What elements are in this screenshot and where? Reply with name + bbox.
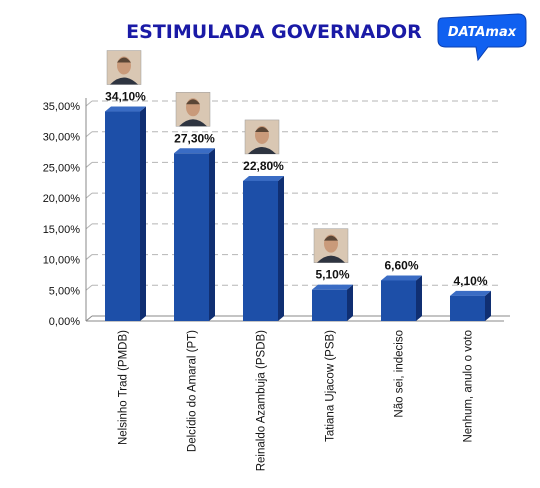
bar-side (416, 275, 422, 321)
bar-side (140, 106, 146, 322)
data-label: 5,10% (315, 268, 349, 282)
y-tick-label: 20,00% (43, 193, 81, 205)
photo-hair (324, 235, 338, 241)
photo-shoulders (248, 146, 276, 154)
data-label: 34,10% (105, 90, 146, 104)
data-label: 22,80% (243, 159, 284, 173)
candidate-photo (313, 228, 349, 263)
bar-top (312, 284, 353, 290)
bar-side (485, 290, 491, 321)
y-tick-label: 0,00% (49, 316, 80, 328)
photo-hair (255, 126, 269, 132)
bar-top (243, 175, 284, 181)
y-tick-label: 35,00% (43, 101, 81, 113)
bar (450, 295, 485, 321)
grid-line-wall (85, 162, 93, 168)
category-label: Nenhum, anulo o voto (463, 330, 475, 443)
bar-side (278, 175, 284, 321)
bar-top (381, 275, 422, 281)
photo-shoulders (110, 77, 138, 85)
bar-top (174, 148, 215, 154)
bar (381, 280, 416, 321)
data-label: 27,30% (174, 131, 215, 145)
bar (174, 153, 209, 321)
candidate-photo (106, 50, 142, 85)
bar-side (209, 148, 215, 321)
datamax-logo-text: DATAmax (448, 25, 517, 40)
category-label: Delcídio do Amaral (PT) (187, 330, 199, 452)
bar (312, 289, 347, 321)
photo-shoulders (317, 255, 345, 263)
photo-shoulders (179, 119, 207, 127)
bar (105, 111, 140, 322)
bar-side (347, 284, 353, 321)
category-label: Não sei, indeciso (394, 330, 406, 418)
candidate-photo (244, 119, 280, 155)
axes: 0,00% 5,00% 10,00% 15,00% 20,00% 25,00% 30,00%… (43, 98, 510, 328)
bar (243, 180, 278, 321)
bars (105, 106, 491, 322)
y-tick-label: 15,00% (43, 224, 81, 236)
category-label: Nelsinho Trad (PMDB) (118, 330, 130, 445)
data-label: 4,10% (453, 274, 487, 288)
grid-line-wall (85, 223, 93, 230)
y-tick-label: 25,00% (43, 162, 81, 174)
grid-line-wall (85, 192, 93, 199)
y-tick-label: 5,00% (49, 285, 80, 297)
grid-line-wall (85, 100, 93, 107)
y-tick-label: 30,00% (43, 132, 81, 144)
grid-line-wall (85, 131, 93, 138)
axis-corner (85, 315, 93, 322)
grid-line-wall (85, 284, 93, 291)
datamax-logo: DATAmax (437, 13, 527, 62)
category-label: Tatiana Ujacow (PSB) (325, 330, 337, 442)
bar-top (105, 106, 146, 112)
candidate-photo (175, 92, 211, 127)
bar-top (450, 290, 491, 296)
y-tick-label: 10,00% (43, 255, 81, 267)
photo-hair (117, 57, 131, 63)
grid-lines (85, 100, 500, 291)
data-labels: 34,10% 27,30% 22,80% 5,10% 6,60% 4,10% (105, 90, 488, 288)
category-label: Reinaldo Azambuja (PSDB) (256, 330, 268, 471)
data-label: 6,60% (384, 258, 418, 272)
datamax-logo-bubble (437, 13, 527, 62)
grid-line-wall (85, 254, 93, 260)
chart-title: ESTIMULADA GOVERNADOR (126, 21, 422, 43)
photo-hair (186, 99, 200, 105)
category-labels: Nelsinho Trad (PMDB) Delcídio do Amaral (… (118, 330, 475, 471)
candidate-photos (106, 50, 349, 263)
